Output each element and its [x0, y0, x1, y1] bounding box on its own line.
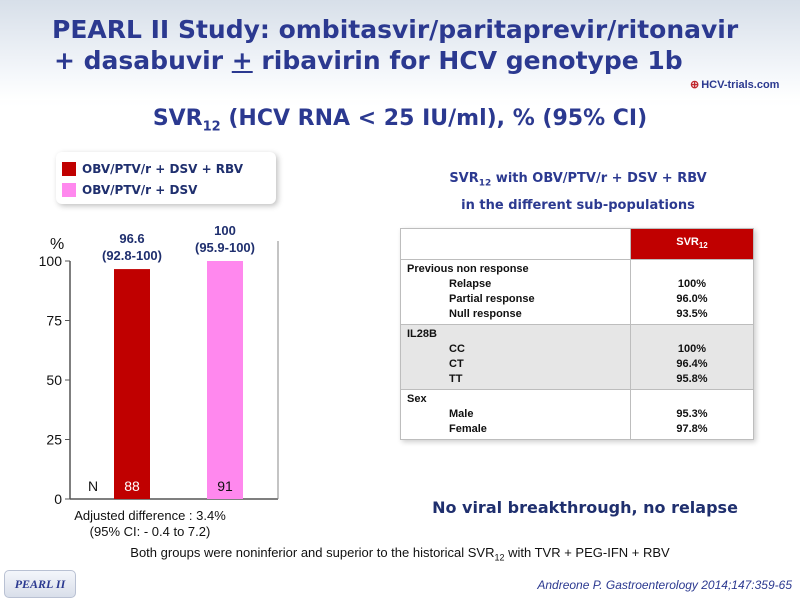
table-header-svr: SVR12 [630, 228, 754, 260]
table-row-previous-non-response: Previous non response Relapse Partial re… [400, 259, 754, 325]
bar-1 [114, 269, 150, 499]
legend-item-rbv: OBV/PTV/r + DSV + RBV [62, 160, 243, 178]
row-value: 95.3% [676, 408, 708, 420]
bar-n-value: 91 [217, 478, 233, 494]
title-line-1: PEARL II Study: ombitasvir/paritaprevir/… [52, 15, 739, 44]
row-label: CC [449, 343, 465, 355]
y-tick-label: 100 [39, 253, 63, 269]
adjusted-difference-caption: Adjusted difference : 3.4% (95% CI: - 0.… [40, 508, 260, 540]
legend-item-no-rbv: OBV/PTV/r + DSV [62, 181, 197, 199]
y-tick-label: 25 [46, 432, 62, 448]
row-label: Relapse [449, 278, 492, 290]
group-cell-sex: Sex Male Female [400, 389, 631, 440]
table-title-line-2: in the different sub-populations [461, 197, 695, 213]
chart-subtitle: SVR12 (HCV RNA < 25 IU/ml), % (95% CI) [0, 106, 800, 134]
title-line-2-end: ribavirin for HCV genotype 1b [252, 46, 683, 75]
noninferiority-note: Both groups were noninferior and superio… [0, 545, 800, 563]
table-row-il28b: IL28B CC CT TT 100% 96.4% 95.8% [400, 324, 754, 390]
note-start: Both groups were noninferior and superio… [130, 545, 495, 560]
n-label: N [88, 478, 98, 494]
logo-text: HCV-trials.com [701, 79, 780, 91]
group-name: Sex [407, 393, 427, 405]
caption-line-2: (95% CI: - 0.4 to 7.2) [89, 524, 211, 539]
row-label: TT [449, 373, 463, 385]
row-label: Null response [449, 308, 522, 320]
note-subscript: 12 [494, 552, 505, 563]
study-badge: PEARL II [4, 570, 76, 598]
row-label: Partial response [449, 293, 535, 305]
table-row-sex: Sex Male Female 95.3% 97.8% [400, 389, 754, 440]
row-value: 97.8% [676, 423, 708, 435]
title-plus-minus: + [231, 46, 253, 75]
spacer [637, 392, 747, 407]
spacer [637, 262, 747, 277]
row-label: CT [449, 358, 464, 370]
y-tick-label: 75 [46, 313, 62, 329]
value-cell-il28b: 100% 96.4% 95.8% [630, 324, 754, 390]
table-title-main: SVR [449, 171, 479, 186]
subtitle-subscript: 12 [202, 119, 221, 135]
subtitle-main: SVR [152, 106, 203, 131]
table-title-rest: with OBV/PTV/r + DSV + RBV [491, 171, 707, 186]
legend-swatch-rbv [62, 162, 76, 176]
header-svr-main: SVR [676, 235, 699, 248]
y-tick-label: 0 [54, 491, 62, 507]
subpopulation-table: SVR12 Previous non response Relapse Part… [400, 228, 754, 440]
caption-line-1: Adjusted difference : 3.4% [74, 508, 226, 523]
bar-n-value: 88 [124, 478, 140, 494]
bar-2 [207, 261, 243, 499]
legend-label-rbv: OBV/PTV/r + DSV + RBV [82, 162, 243, 176]
note-end: with TVR + PEG-IFN + RBV [504, 545, 670, 560]
slide-title: PEARL II Study: ombitasvir/paritaprevir/… [52, 14, 792, 76]
subtitle-rest: (HCV RNA < 25 IU/ml), % (95% CI) [220, 106, 648, 131]
table-title: SVR12 with OBV/PTV/r + DSV + RBV in the … [400, 168, 756, 217]
value-cell-previous-non-response: 100% 96.0% 93.5% [630, 259, 754, 325]
y-axis-label: % [50, 236, 64, 253]
logo-icon: ⊕ [690, 79, 700, 91]
row-value: 100% [677, 278, 707, 290]
row-value: 96.0% [676, 293, 708, 305]
svr-bar-chart: 0 25 50 75 100% N 96.6 (92.8-100) 88 100 (95.9-100… [39, 225, 279, 507]
table-title-line-1: SVR12 with OBV/PTV/r + DSV + RBV [400, 168, 756, 195]
row-value: 93.5% [676, 308, 708, 320]
bar-ci-label: (95.9-100) [195, 240, 255, 255]
table-header-row: SVR12 [400, 228, 754, 260]
row-label: Female [449, 423, 487, 435]
header-svr-subscript: 12 [698, 241, 708, 251]
table-title-subscript: 12 [478, 178, 492, 189]
value-cell-sex: 95.3% 97.8% [630, 389, 754, 440]
header-band [0, 0, 800, 100]
row-value: 100% [677, 343, 707, 355]
table-header-blank [400, 228, 631, 260]
group-cell-previous-non-response: Previous non response Relapse Partial re… [400, 259, 631, 325]
legend-label-no-rbv: OBV/PTV/r + DSV [82, 183, 198, 197]
legend-swatch-no-rbv [62, 183, 76, 197]
title-line-2-start: + dasabuvir [54, 46, 232, 75]
bar-value-label: 96.6 [119, 231, 144, 246]
group-cell-il28b: IL28B CC CT TT [400, 324, 631, 390]
reference-citation: Andreone P. Gastroenterology 2014;147:35… [537, 578, 792, 592]
y-tick-label: 50 [46, 372, 62, 388]
no-breakthrough-statement: No viral breakthrough, no relapse [432, 498, 738, 517]
chart-legend: OBV/PTV/r + DSV + RBV OBV/PTV/r + DSV [56, 152, 276, 204]
row-label: Male [449, 408, 474, 420]
group-name: Previous non response [407, 263, 529, 275]
bar-ci-label: (92.8-100) [102, 248, 162, 263]
group-name: IL28B [407, 328, 437, 340]
row-value: 95.8% [676, 373, 708, 385]
row-value: 96.4% [676, 358, 708, 370]
title-line-2: + dasabuvir + ribavirin for HCV genotype… [52, 45, 792, 76]
hcv-trials-logo: ⊕ HCV-trials.com [690, 78, 779, 91]
spacer [637, 327, 747, 342]
bar-value-label: 100 [214, 225, 236, 238]
